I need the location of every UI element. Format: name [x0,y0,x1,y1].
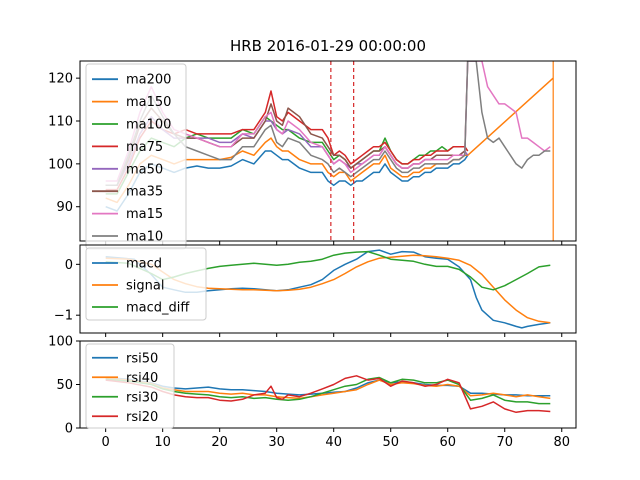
macd-panel: −1 0 macd signal macd_diff [54,244,577,337]
price-axes-frame [79,60,577,242]
macd-axes-frame [79,244,577,334]
y-tick-label: 90 [56,200,73,215]
legend-box [85,343,175,429]
y-tick-label: 100 [48,335,73,350]
price-legend: ma200 ma150 ma100 ma75 ma50 ma35 ma15 ma10 [85,63,187,250]
legend-label-ma150: ma150 [126,95,171,110]
rsi-panel: 0 10 20 30 40 50 60 70 80050100rsi50rsi40rsi30rs… [48,335,577,450]
legend-box [85,247,207,321]
legend-label-ma200: ma200 [126,73,171,88]
y-tick-label: 0 [65,258,73,273]
legend-label-macd: macd [126,257,162,272]
y-tick-label: 0 [65,422,73,437]
legend-label-macd_diff: macd_diff [126,301,190,316]
chart-title: HRB 2016-01-29 00:00:00 [230,37,426,55]
series-line-rsi20 [105,375,551,414]
y-tick-label: 110 [48,115,73,130]
macd-legend: macd signal macd_diff [85,247,207,321]
legend-label-ma10: ma10 [126,230,163,245]
x-tick-label: 60 [439,435,456,450]
series-line-ma75 [105,90,469,191]
series-line-rsi30 [105,376,551,405]
legend-label-ma50: ma50 [126,162,163,177]
x-tick-label: 50 [382,435,399,450]
rsi-plot-area [105,375,551,414]
y-tick-label: 50 [56,378,73,393]
x-tick-label: 30 [268,435,285,450]
legend-label-ma15: ma15 [126,207,163,222]
rsi-legend: rsi50 rsi40 rsi30 rsi20 [85,343,175,429]
legend-label-rsi30: rsi30 [126,390,158,405]
series-line-ma150 [105,77,554,204]
legend-label-ma100: ma100 [126,118,171,133]
legend-label-rsi40: rsi40 [126,371,158,386]
series-line-ma200 [105,150,469,212]
series-line-rsi40 [105,377,551,400]
legend-label-rsi50: rsi50 [126,351,158,366]
y-tick-label: 120 [48,72,73,87]
x-tick-label: 80 [553,435,570,450]
price-plot-area [105,61,554,241]
series-line-ma10 [105,61,551,187]
x-tick-label: 0 [102,435,110,450]
x-tick-label: 70 [496,435,513,450]
x-tick-label: 10 [154,435,171,450]
x-tick-label: 20 [211,435,228,450]
legend-label-ma35: ma35 [126,185,163,200]
y-tick-label: −1 [54,309,73,324]
legend-label-rsi20: rsi20 [126,410,158,425]
legend-label-signal: signal [126,279,164,294]
y-tick-label: 100 [48,157,73,172]
series-line-ma15 [105,61,551,182]
legend-label-ma75: ma75 [126,140,163,155]
x-tick-label: 40 [325,435,342,450]
